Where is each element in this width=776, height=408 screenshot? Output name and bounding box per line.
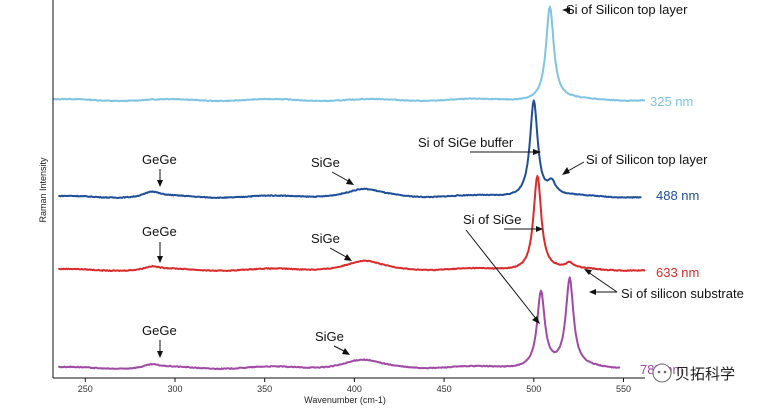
x-tick-label: 550 [616, 384, 631, 394]
x-tick-label: 350 [257, 384, 272, 394]
x-axis-label: Wavenumber (cm-1) [304, 395, 386, 405]
annotation-sige-785: SiGe [315, 329, 344, 344]
annotation-arrowhead [589, 289, 596, 295]
series-label-325: 325 nm [650, 94, 693, 109]
annotation-arrowhead [342, 348, 350, 355]
annotation-arrow [465, 229, 538, 321]
annotation-si-substrate: Si of silicon substrate [621, 286, 744, 301]
annotation-arrowhead [536, 226, 543, 232]
watermark: 贝拓科学 [652, 363, 735, 383]
annotation-arrowhead [157, 256, 163, 263]
x-tick-label: 450 [437, 384, 452, 394]
annotation-si-sige-buffer: Si of SiGe buffer [418, 135, 514, 150]
annotation-arrowhead [584, 269, 592, 275]
annotation-arrowhead [533, 149, 541, 155]
wechat-logo-dot [663, 370, 667, 374]
annotation-arrowhead [157, 351, 163, 358]
watermark-text: 贝拓科学 [675, 365, 735, 383]
annotation-arrow [587, 271, 618, 293]
y-axis-label: Raman Intensity [38, 157, 48, 223]
annotation-arrowhead [562, 167, 570, 175]
annotation-arrowhead [157, 180, 163, 187]
series-line-785-nm [57, 276, 621, 371]
series-line-488-nm [58, 99, 642, 200]
annotation-arrowhead [532, 316, 540, 324]
wechat-logo-dot [657, 370, 661, 374]
spectra-curves [52, 5, 646, 371]
x-tick-label: 500 [526, 384, 541, 394]
annotation-arrowhead [562, 7, 570, 13]
annotation-sige-633: SiGe [311, 231, 340, 246]
x-ticks: 250 300 350 400 450 500 550 [78, 378, 631, 394]
annotation-si-top-layer-488: Si of Silicon top layer [586, 152, 708, 167]
annotation-si-top-layer-325: Si of Silicon top layer [566, 2, 688, 17]
peak-annotations: Si of Silicon top layer Si of SiGe buffe… [142, 2, 744, 358]
chart-axes: 250 300 350 400 450 500 550 Wavenumber (cm-1) … [38, 0, 645, 405]
annotation-gege-633: GeGe [142, 224, 177, 239]
annotation-arrowhead [344, 254, 352, 261]
series-label-488: 488 nm [656, 188, 699, 203]
series-line-325-nm [52, 5, 646, 103]
annotation-arrow [329, 247, 349, 259]
annotation-arrow [565, 161, 585, 173]
x-tick-label: 250 [78, 384, 93, 394]
x-tick-label: 400 [347, 384, 362, 394]
annotation-si-of-sige: Si of SiGe [463, 212, 522, 227]
annotation-arrowhead [346, 178, 354, 185]
annotation-sige-488: SiGe [311, 155, 340, 170]
x-tick-label: 300 [167, 384, 182, 394]
series-labels: 325 nm 488 nm 633 nm 785 nm [640, 94, 699, 377]
series-line-633-nm [58, 175, 646, 272]
series-label-633: 633 nm [656, 265, 699, 280]
annotation-gege-488: GeGe [142, 152, 177, 167]
annotation-gege-785: GeGe [142, 323, 177, 338]
wechat-logo-icon [652, 363, 672, 383]
annotation-arrow [331, 171, 351, 183]
